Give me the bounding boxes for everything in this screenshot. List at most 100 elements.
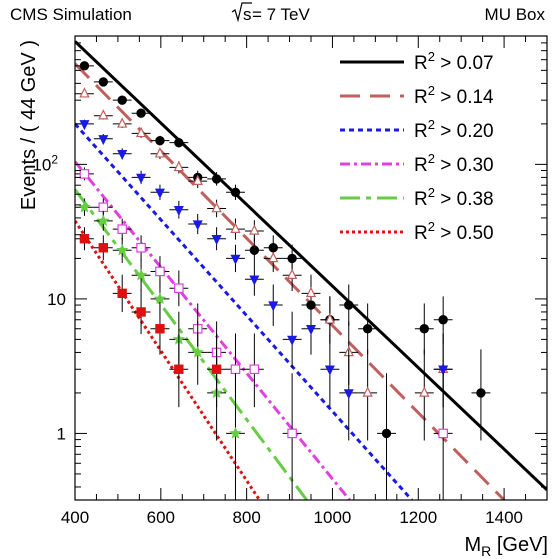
data-point-s2-7 [188,174,208,189]
legend-label: R2 > 0.38 [414,185,494,210]
marker-square-open [249,364,260,375]
data-point-s2-16 [358,349,378,441]
legend-entry-5: R2 > 0.38 [340,185,494,210]
marker-triangle-up-open [192,174,203,185]
data-point-s6-6 [169,333,189,408]
data-point-s2-9 [226,218,245,240]
data-point-s3-5 [150,184,170,200]
y-tick-label: 1 [57,424,66,443]
marker-triangle-down [249,275,260,286]
svg-text:MR [GeV]: MR [GeV] [465,534,549,559]
marker-triangle-down [136,173,147,184]
data-point-s1-6 [169,137,189,148]
data-point-s2-8 [207,199,227,218]
marker-circle [344,300,354,310]
data-point-s4-12 [433,373,453,500]
data-point-s3-11 [263,284,283,326]
x-tick-label: 1200 [399,508,437,527]
data-point-s4-6 [169,270,189,307]
marker-square-open [136,242,146,253]
marker-triangle-up-open [268,251,279,263]
data-point-s4-3 [112,218,132,240]
header-energy-value: = 7 TeV [252,5,310,24]
marker-star [78,200,91,213]
header-energy-s: s [243,5,252,24]
data-point-s3-13 [301,303,321,355]
data-point-s1-16 [358,303,378,355]
data-point-s2-6 [169,160,189,174]
marker-triangle-up-open [79,87,90,98]
data-point-s5-1 [75,198,94,216]
marker-triangle-down [211,235,222,246]
data-point-s2-10 [244,220,264,242]
data-point-s5-3 [112,237,132,263]
marker-triangle-up-open [154,147,166,158]
data-point-s2-17 [414,349,434,441]
chart-legend: R2 > 0.07 R2 > 0.14 R2 > 0.20 R2 > 0.30 R2 >… [340,49,494,244]
marker-triangle-up-open [211,201,222,213]
marker-square-open [174,283,184,294]
marker-square [155,324,165,334]
marker-square-open [287,428,297,439]
data-point-s1-5 [150,135,170,146]
legend-label: R2 > 0.14 [414,83,494,108]
data-point-s1-18 [414,303,434,355]
marker-circle [98,77,109,87]
error-bar [226,373,245,500]
marker-star [191,345,204,358]
data-point-s1-20 [471,349,491,441]
marker-triangle-up-open [286,268,298,280]
marker-triangle-up-open [362,386,373,397]
marker-circle [362,324,373,334]
data-point-s1-1 [75,61,94,71]
legend-entry-6: R2 > 0.50 [340,219,494,244]
marker-triangle-down [305,325,317,336]
data-point-s1-2 [93,77,113,87]
data-point-s6-3 [112,274,132,313]
legend-entry-4: R2 > 0.30 [340,151,494,176]
marker-square [79,234,90,244]
data-point-s2-11 [263,244,283,273]
marker-triangle-up-open [249,224,260,235]
data-point-s5-2 [93,211,113,231]
data-point-s6-5 [150,303,170,355]
data-point-s6-1 [75,227,94,251]
data-point-s5-4 [131,259,151,292]
data-point-s3-9 [226,244,245,273]
marker-triangle-down [154,188,165,199]
data-point-s3-10 [244,262,264,296]
legend-entry-1: R2 > 0.07 [340,49,494,74]
marker-triangle-down [192,220,203,231]
data-point-s2-3 [112,117,132,129]
marker-star [97,214,110,227]
data-point-s2-2 [93,109,113,120]
marker-triangle-down [98,135,109,146]
marker-triangle-up-open [98,109,109,120]
marker-circle [476,388,486,398]
data-point-s6-7 [207,333,227,408]
marker-triangle-up-open [230,222,241,233]
data-point-s4-5 [150,256,170,287]
marker-triangle-down [287,335,298,346]
data-point-s3-4 [131,170,151,185]
marker-circle [155,135,165,146]
marker-star [229,426,242,439]
marker-circle [79,61,90,71]
marker-triangle-up-open [305,286,317,298]
marker-square-open [79,169,90,179]
marker-triangle-up-open [324,313,336,324]
data-points [75,61,491,500]
fit-line-series-5 [75,188,308,500]
legend-label: R2 > 0.07 [414,49,494,74]
marker-circle [211,174,222,184]
error-bar [377,373,396,500]
x-tick-label: 400 [61,508,89,527]
header-right-text: MU Box [485,5,546,24]
marker-circle [174,137,184,148]
data-point-s4-11 [282,373,302,500]
chart-header: CMS Simulation s = 7 TeV MU Box [10,2,546,24]
fit-line-series-6 [75,220,261,500]
legend-entry-3: R2 > 0.20 [340,117,494,142]
